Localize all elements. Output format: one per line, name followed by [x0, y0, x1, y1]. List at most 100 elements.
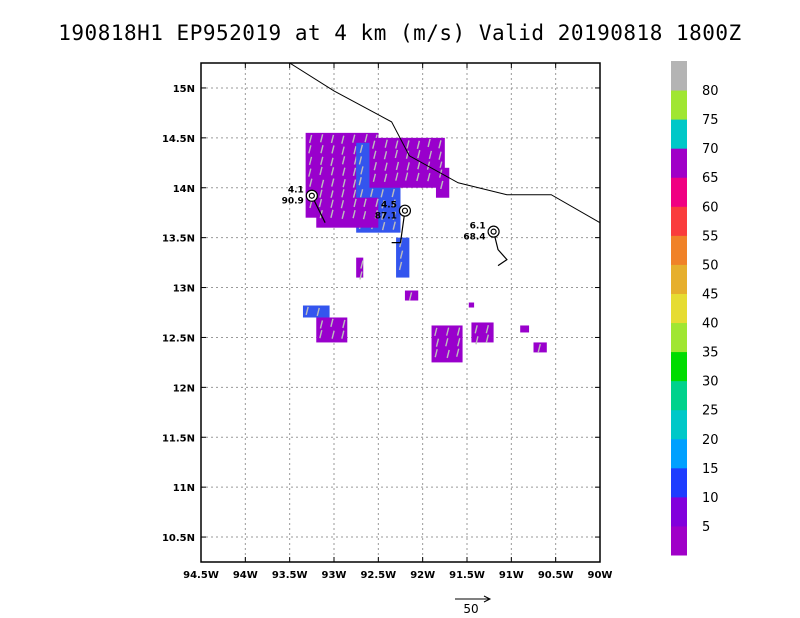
wind-vector: [320, 145, 324, 154]
wind-vector: [434, 327, 438, 337]
wind-vector: [320, 156, 324, 166]
colorbar-segment: [671, 61, 687, 91]
colorbar-label: 75: [702, 113, 719, 128]
wind-vector: [330, 318, 334, 327]
wind-vector: [438, 151, 442, 160]
wind-vector: [395, 172, 399, 181]
wind-vector: [308, 156, 313, 166]
colorbar-label: 40: [702, 317, 719, 332]
wind-region: [356, 257, 364, 278]
wind-vector: [340, 200, 345, 209]
wind-vector: [537, 343, 541, 353]
wind-vector: [440, 180, 444, 190]
wind-vector: [308, 134, 313, 144]
colorbar-label: 30: [702, 375, 719, 390]
colorbar-label: 50: [702, 258, 719, 273]
wind-vector: [316, 307, 320, 317]
wind-region: [302, 305, 330, 318]
wind-vector: [380, 189, 384, 198]
storm-track: [391, 210, 406, 244]
colorbar-segment: [671, 119, 687, 149]
x-tick-label: 94.5W: [183, 570, 219, 581]
wind-vector: [341, 135, 345, 144]
y-tick-label: 12.5N: [162, 333, 195, 344]
wind-vector: [341, 146, 345, 155]
chart-title: 190818H1 EP952019 at 4 km (m/s) Valid 20…: [58, 21, 741, 45]
wind-vector: [372, 140, 376, 149]
wind-vector: [341, 330, 345, 339]
colorbar-segment: [671, 235, 687, 265]
wind-vector: [341, 156, 346, 165]
wind-vector: [406, 162, 410, 171]
x-tick-label: 90.5W: [538, 570, 574, 581]
wind-vector: [417, 161, 421, 170]
colorbar-segment: [671, 264, 687, 294]
wind-vector: [309, 178, 313, 187]
colorbar-segment: [671, 206, 687, 236]
colorbar-segment: [671, 409, 687, 440]
x-tick-label: 92W: [410, 570, 435, 581]
colorbar-label: 45: [702, 287, 719, 302]
wind-vector: [331, 330, 335, 339]
colorbar-label: 5: [702, 520, 710, 535]
colorbar-label: 65: [702, 171, 719, 186]
storm-markers: 4.190.9 4.587.1 6.168.4: [282, 186, 508, 267]
storm-center-icon: [487, 225, 500, 238]
wind-vector: [485, 325, 490, 334]
y-tick-label: 13.5N: [162, 234, 195, 245]
wind-vector: [352, 179, 357, 188]
colorbar-segment: [671, 90, 687, 120]
wind-vector: [330, 199, 334, 208]
wind-vector: [383, 151, 388, 160]
wind-field: [302, 132, 547, 363]
wind-vector: [456, 327, 461, 336]
wind-vector: [392, 221, 396, 230]
storm-center-icon-inner: [401, 207, 409, 214]
storm-center-icon-inner: [308, 192, 315, 199]
colorbar-label: 25: [702, 404, 719, 419]
wind-vector: [372, 173, 377, 182]
wind-vector: [381, 221, 386, 231]
colorbar-label: 80: [702, 84, 719, 99]
wind-vector: [392, 199, 396, 208]
wind-vector: [319, 134, 324, 143]
x-tick-label: 94W: [233, 570, 258, 581]
colorbar-label: 55: [702, 229, 719, 244]
wind-vector: [341, 189, 345, 198]
wind-vector: [457, 338, 461, 347]
wind-vector: [362, 211, 367, 220]
x-tick-label: 92.5W: [360, 570, 396, 581]
wind-vector: [445, 338, 449, 347]
colorbar-label: 20: [702, 433, 719, 448]
wind-vector: [417, 149, 421, 159]
x-tick-label: 91.5W: [449, 570, 485, 581]
wind-vector: [383, 173, 388, 182]
wind-vector: [341, 210, 345, 220]
y-tick-label: 10.5N: [162, 533, 195, 544]
axis-ticks: 94.5W 94W 93.5W 93W 92.5W 92W 91.5W 91W 90.5W 90W…: [162, 63, 613, 581]
wind-vector: [406, 140, 410, 149]
colorbar-segment: [671, 148, 687, 178]
colorbar-segment: [671, 177, 687, 207]
wind-vector: [391, 188, 395, 198]
wind-vector: [456, 348, 460, 357]
wind-vector: [398, 261, 403, 271]
wind-vector: [342, 319, 346, 329]
wind-vector: [373, 150, 377, 160]
wind-vector: [381, 211, 385, 220]
colorbar-label: 70: [702, 142, 719, 157]
wind-vector: [330, 134, 335, 144]
wind-vector: [319, 189, 323, 198]
y-tick-label: 14N: [173, 184, 195, 195]
colorbar-segment: [671, 438, 687, 469]
x-tick-label: 90W: [588, 570, 613, 581]
wind-vector: [381, 200, 385, 209]
wind-vector: [352, 210, 356, 219]
wind-vector: [474, 325, 478, 334]
wind-vector: [435, 338, 440, 347]
wind-vector: [394, 149, 399, 159]
wind-vector: [370, 188, 374, 197]
colorbar-segment: [671, 496, 687, 527]
reference-vector: 50: [455, 595, 492, 616]
wind-vector: [308, 145, 312, 154]
